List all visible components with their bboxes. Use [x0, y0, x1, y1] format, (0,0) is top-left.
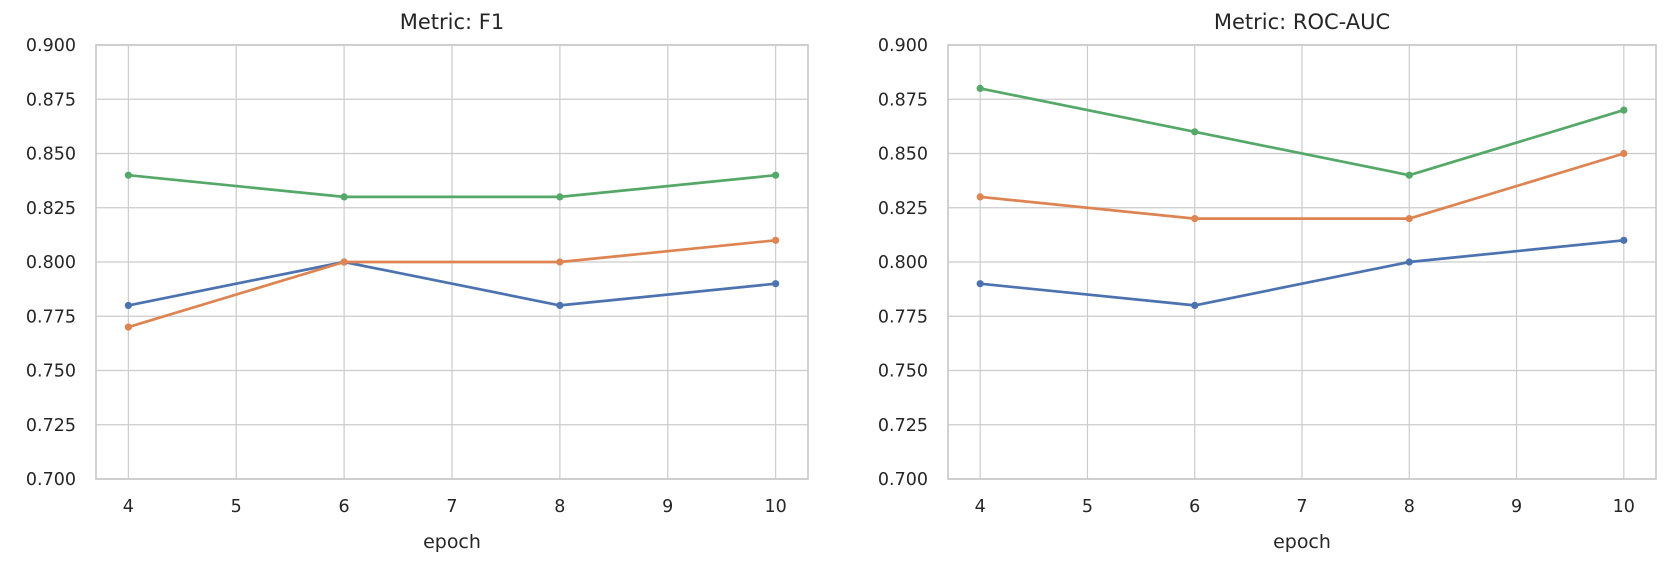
y-tick-label: 0.700	[878, 470, 928, 490]
data-point-marker	[772, 171, 780, 179]
y-tick-label: 0.750	[26, 362, 76, 382]
data-point-marker	[124, 171, 132, 179]
x-tick-label: 9	[662, 497, 673, 517]
x-tick-label: 10	[1613, 497, 1635, 517]
chart-title: Metric: ROC-AUC	[1214, 10, 1390, 34]
data-point-marker	[1620, 149, 1628, 158]
x-tick-label: 9	[1511, 497, 1522, 517]
data-point-marker	[556, 301, 564, 309]
y-tick-label: 0.900	[26, 36, 76, 56]
data-point-marker	[976, 280, 984, 288]
series-line-2	[127, 173, 777, 199]
series-line-2	[978, 87, 1626, 177]
x-tick-label: 4	[123, 497, 134, 517]
data-point-marker	[772, 236, 780, 244]
data-point-marker	[1191, 301, 1199, 309]
y-tick-label: 0.700	[26, 470, 76, 490]
data-point-marker	[124, 301, 132, 309]
y-tick-label: 0.825	[26, 199, 76, 219]
data-point-marker	[1405, 215, 1413, 223]
y-tick-label: 0.725	[26, 416, 76, 436]
x-tick-label: 8	[1404, 497, 1415, 517]
data-point-marker	[1191, 215, 1199, 223]
data-point-marker	[976, 84, 984, 92]
x-tick-label: 5	[231, 497, 242, 517]
y-tick-label: 0.850	[26, 145, 76, 165]
x-tick-label: 7	[1296, 497, 1307, 517]
x-tick-label: 10	[764, 497, 786, 517]
x-axis-label: epoch	[423, 531, 481, 553]
data-point-marker	[772, 280, 780, 288]
x-tick-label: 4	[975, 497, 986, 517]
x-tick-label: 5	[1082, 497, 1093, 517]
y-tick-label: 0.875	[26, 90, 76, 110]
x-tick-label: 8	[554, 497, 565, 517]
data-point-marker	[1620, 236, 1628, 244]
data-point-marker	[556, 258, 564, 266]
y-tick-label: 0.850	[878, 145, 928, 165]
plot-border	[947, 44, 1657, 480]
series-line-0	[127, 260, 777, 307]
chart-svg-0: 0.700 0.725 0.750 0.775 0.800 0.825 0.850 0.875…	[26, 10, 809, 553]
data-point-marker	[556, 193, 564, 201]
y-tick-label: 0.875	[878, 90, 928, 110]
x-tick-label: 6	[339, 497, 350, 517]
data-point-marker	[1620, 106, 1628, 114]
data-point-marker	[976, 193, 984, 201]
x-axis-label: epoch	[1273, 531, 1331, 553]
data-point-marker	[340, 193, 348, 201]
data-point-marker	[1405, 258, 1413, 266]
chart-svg-1: 0.700 0.725 0.750 0.775 0.800 0.825 0.850 0.875…	[878, 10, 1657, 553]
x-tick-label: 7	[446, 497, 457, 517]
series-line-1	[127, 238, 777, 329]
chart-panel-f1: 0.700 0.725 0.750 0.775 0.800 0.825 0.850 0.875…	[0, 0, 836, 565]
data-point-marker	[124, 323, 132, 331]
series-line-1	[978, 152, 1626, 220]
y-tick-label: 0.900	[878, 36, 928, 56]
y-tick-label: 0.725	[878, 416, 928, 436]
y-tick-label: 0.825	[878, 199, 928, 219]
data-point-marker	[1405, 171, 1413, 179]
chart-panel-roc-auc: 0.700 0.725 0.750 0.775 0.800 0.825 0.850 0.875…	[836, 0, 1673, 565]
plot-border	[95, 44, 809, 480]
chart-title: Metric: F1	[400, 10, 504, 34]
y-tick-label: 0.800	[26, 253, 76, 273]
x-tick-label: 6	[1189, 497, 1200, 517]
data-point-marker	[1191, 128, 1199, 136]
y-tick-label: 0.800	[878, 253, 928, 273]
series-line-0	[978, 238, 1626, 307]
data-point-marker	[340, 258, 348, 266]
y-tick-label: 0.775	[878, 307, 928, 327]
y-tick-label: 0.750	[878, 362, 928, 382]
y-tick-label: 0.775	[26, 307, 76, 327]
